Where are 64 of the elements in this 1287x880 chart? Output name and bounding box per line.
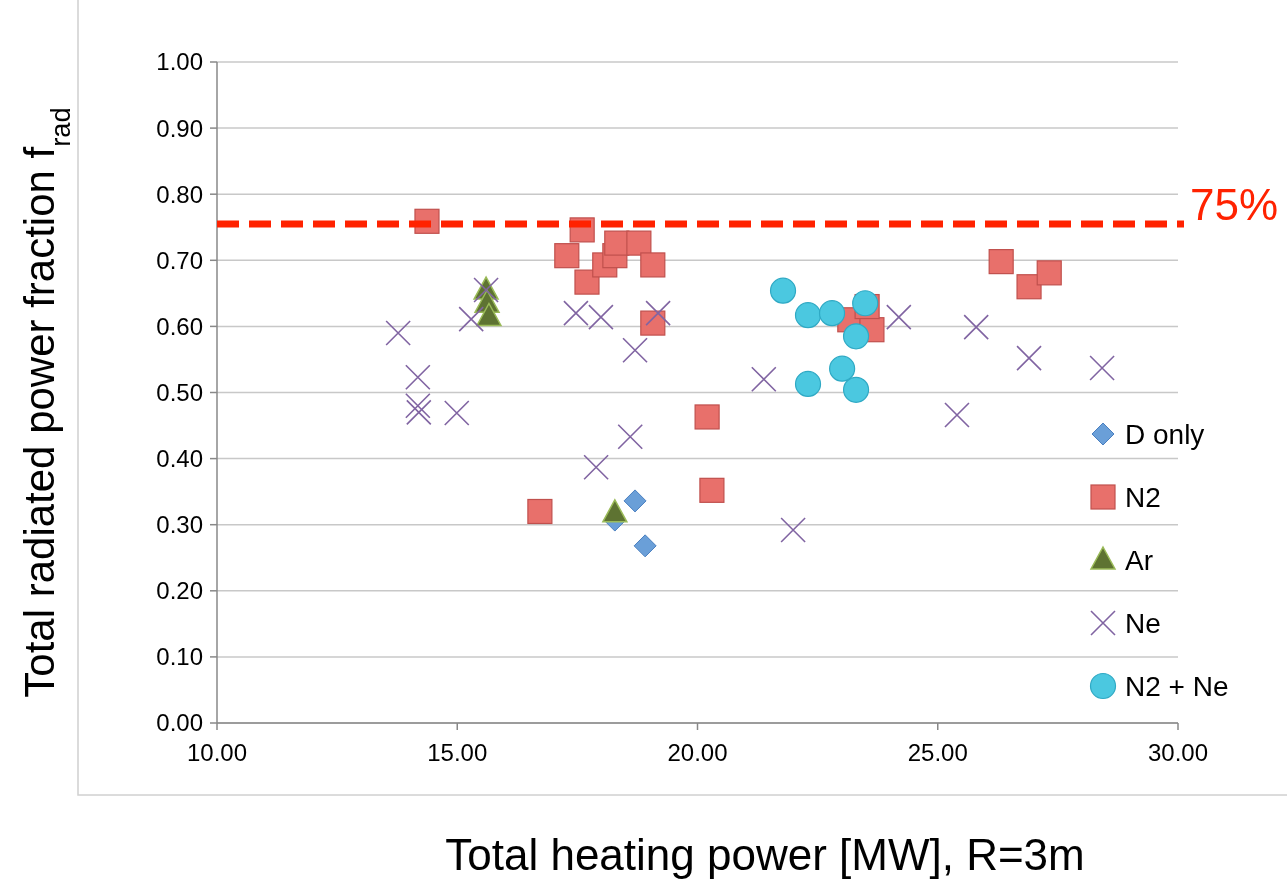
- point: [988, 249, 1014, 275]
- legend-label: Ne: [1125, 607, 1161, 639]
- x-tick-label: 20.00: [667, 739, 728, 766]
- y-tick-label: 0.90: [156, 114, 203, 142]
- point: [842, 376, 870, 403]
- point: [645, 300, 671, 326]
- y-tick-label: 0.50: [156, 378, 203, 406]
- legend-label: Ar: [1125, 544, 1153, 576]
- point: [944, 402, 970, 428]
- x-tick-label: 10.00: [186, 739, 248, 766]
- x-tick-label: 15.00: [427, 739, 488, 766]
- point: [602, 499, 628, 523]
- y-tick-label: 0.60: [156, 312, 203, 340]
- y-tick-label: 1.00: [156, 48, 203, 76]
- point: [405, 392, 431, 419]
- point: [554, 243, 580, 269]
- x-tick-label: 25.00: [907, 739, 968, 766]
- legend-label: N2: [1125, 481, 1161, 513]
- point: [640, 252, 666, 278]
- point: [588, 304, 614, 330]
- y-tick-label: 0.70: [156, 246, 203, 274]
- point: [769, 277, 797, 304]
- y-tick-label: 0.00: [156, 709, 203, 737]
- point: [385, 320, 411, 346]
- point: [963, 314, 989, 340]
- legend-label: D only: [1125, 418, 1205, 450]
- y-tick-label: 0.80: [156, 180, 203, 208]
- point: [829, 355, 856, 382]
- point: [563, 300, 589, 326]
- y-tick-label: 0.10: [156, 643, 203, 671]
- point: [527, 498, 553, 525]
- y-tick-label: 0.20: [156, 577, 203, 605]
- point: [751, 366, 777, 393]
- point: [780, 517, 806, 543]
- y-tick-label: 0.30: [156, 511, 203, 539]
- point: [1016, 345, 1042, 371]
- point: [699, 477, 725, 503]
- point: [617, 423, 644, 450]
- point: [842, 323, 870, 350]
- point: [458, 306, 484, 332]
- point: [1036, 260, 1062, 286]
- point: [623, 489, 647, 513]
- point: [622, 337, 648, 363]
- point: [1089, 355, 1115, 381]
- point: [794, 370, 822, 398]
- point: [633, 534, 657, 558]
- point: [794, 302, 822, 329]
- point: [694, 404, 720, 430]
- point: [640, 310, 666, 336]
- point: [583, 454, 609, 480]
- point: [626, 230, 652, 256]
- point: [1016, 274, 1042, 300]
- point: [443, 400, 470, 426]
- x-tick-label: 30.00: [1147, 739, 1209, 766]
- point: [886, 304, 912, 330]
- legend-label: N2 + Ne: [1125, 670, 1229, 702]
- point: [476, 302, 502, 327]
- point: [406, 399, 432, 426]
- ref-line-label: 75%: [1190, 179, 1279, 229]
- point: [574, 269, 600, 295]
- point: [818, 300, 846, 327]
- y-tick-label: 0.40: [156, 445, 203, 472]
- x-axis-title: Total heating power [MW], R=3m: [445, 830, 1085, 879]
- point: [405, 364, 431, 391]
